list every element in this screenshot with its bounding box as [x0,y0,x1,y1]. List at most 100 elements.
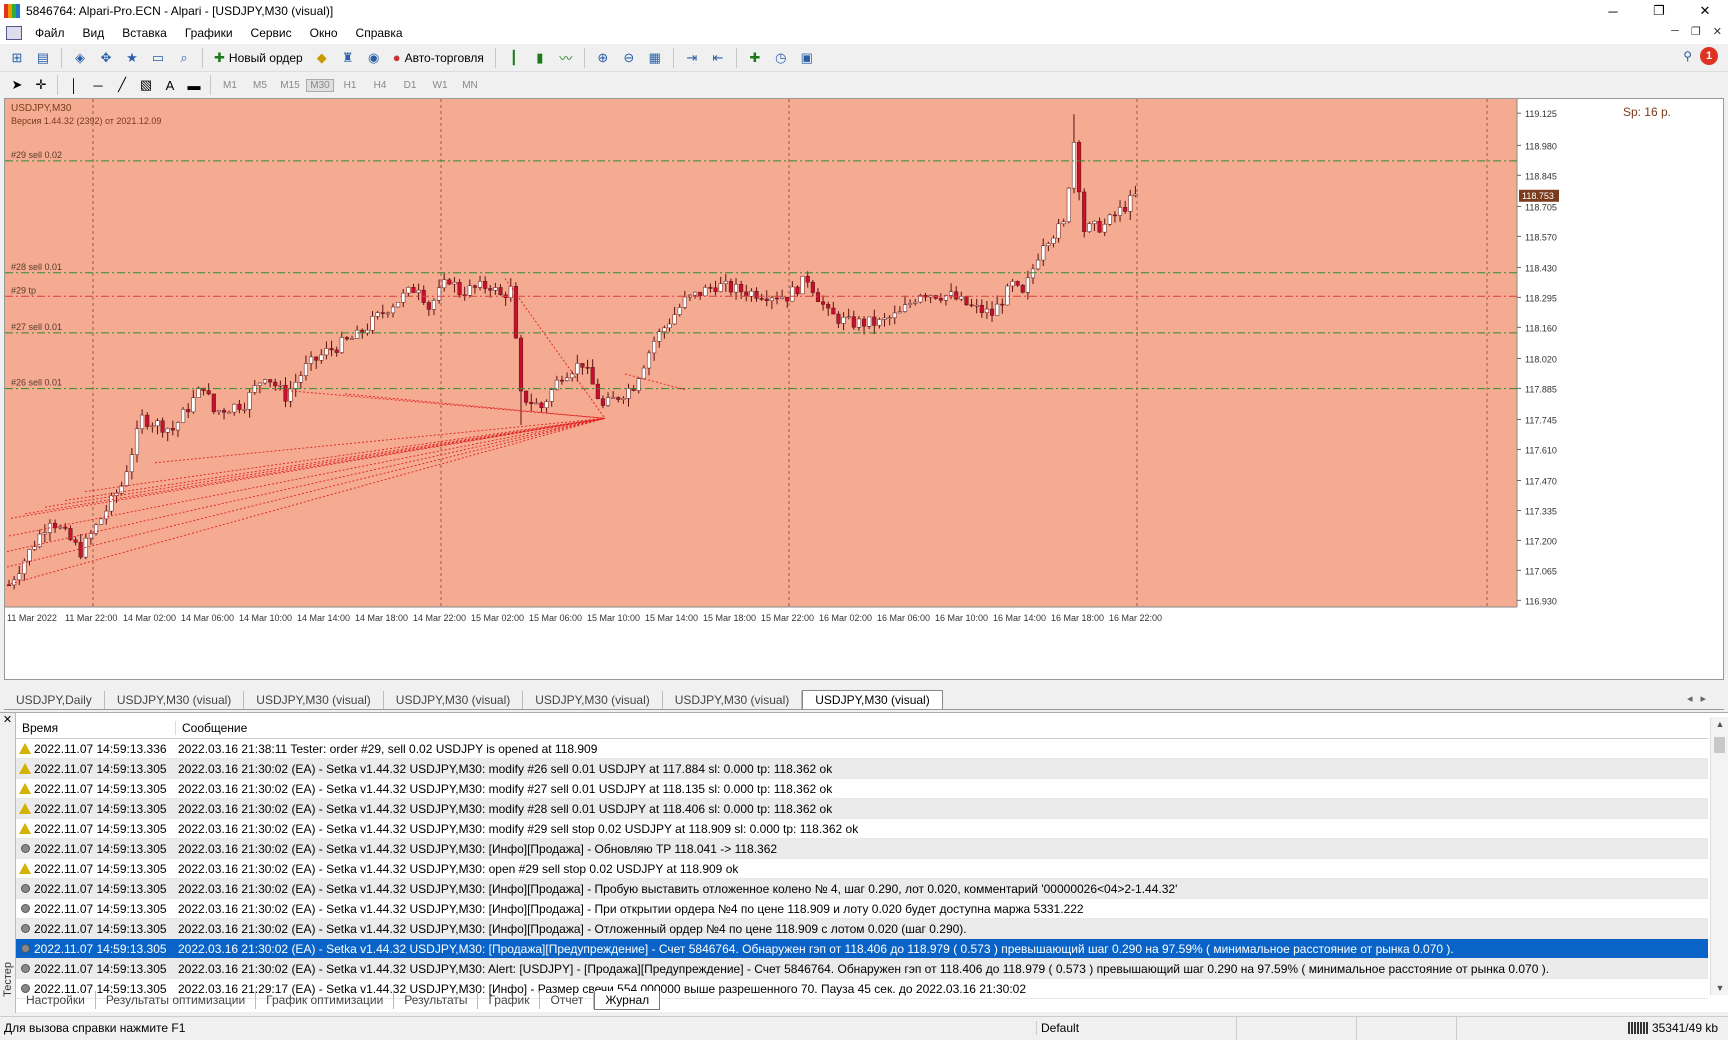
line-chart-icon[interactable]: 〰 [559,51,573,66]
mdi-minimize-button[interactable]: ─ [1671,25,1679,37]
terminal-icon[interactable]: ▭ [151,49,165,65]
column-message[interactable]: Сообщение [182,720,248,735]
journal-scrollbar[interactable]: ▲ ▼ [1710,717,1728,995]
timeframe-m30[interactable]: M30 [306,78,334,92]
close-button[interactable]: ✕ [1699,3,1711,18]
auto-trading-button[interactable]: ● Авто-торговля [389,47,488,69]
vps-icon[interactable]: ◉ [368,49,380,65]
tab-results[interactable]: Результаты [394,991,479,1009]
journal-row[interactable]: 2022.11.07 14:59:13.305 2022.03.16 21:30:… [16,959,1708,979]
timeframe-mn[interactable]: MN [462,79,478,91]
mdi-window-icon[interactable] [6,26,22,40]
menu-file[interactable]: Файл [35,26,65,40]
maximize-button[interactable]: ❐ [1653,3,1665,18]
tile-windows-icon[interactable]: ▦ [648,49,661,65]
journal-row[interactable]: 2022.11.07 14:59:13.336 2022.03.16 21:38:… [16,739,1708,759]
timeframe-w1[interactable]: W1 [432,79,448,91]
periods-icon[interactable]: ◷ [775,49,787,65]
price-chart-window[interactable]: 119.125 118.980 118.845 118.705 118.570 118.4… [4,98,1724,680]
navigator-icon[interactable]: ★ [126,49,138,65]
journal-row[interactable]: 2022.11.07 14:59:13.305 2022.03.16 21:30:… [16,859,1708,879]
vertical-line-icon[interactable]: │ [69,77,79,93]
menu-insert[interactable]: Вставка [122,26,167,40]
timeframe-h4[interactable]: H4 [373,79,387,91]
strategy-tester-icon[interactable]: ⌕ [180,49,188,65]
zoom-out-icon[interactable]: ⊖ [623,49,635,65]
menu-view[interactable]: Вид [82,26,105,40]
menu-tools[interactable]: Сервис [250,26,292,40]
journal-row[interactable]: 2022.11.07 14:59:13.305 2022.03.16 21:30:… [16,819,1708,839]
indicators-icon[interactable]: ✚ [749,49,761,65]
new-chart-icon[interactable]: ⊞ [11,49,23,65]
journal-row[interactable]: 2022.11.07 14:59:13.305 2022.03.16 21:30:… [16,879,1708,899]
profiles-icon[interactable]: ▤ [36,49,50,65]
chart-tab[interactable]: USDJPY,M30 (visual) [523,691,663,709]
mdi-close-button[interactable]: ✕ [1712,26,1722,38]
crosshair-icon[interactable]: ✛ [35,77,47,92]
time-tick-label: 16 Mar 18:00 [1051,613,1104,623]
metaeditor-icon[interactable]: ◆ [316,49,327,65]
order-level-label: #26 sell 0.01 [11,378,62,388]
tab-settings[interactable]: Настройки [16,991,96,1009]
scroll-thumb[interactable] [1714,737,1725,753]
minimize-button[interactable]: ─ [1608,3,1618,19]
label-icon[interactable]: ▬ [187,77,201,93]
timeframe-d1[interactable]: D1 [403,79,417,91]
new-order-button[interactable]: ✚ Новый ордер [210,47,307,69]
tab-journal[interactable]: Журнал [594,991,661,1010]
bar-chart-icon[interactable]: ┃ [509,49,518,65]
menu-window[interactable]: Окно [309,26,338,40]
chart-shift-icon[interactable]: ⇤ [712,49,724,65]
chart-tab[interactable]: USDJPY,M30 (visual) [105,691,245,709]
tab-report[interactable]: Отчет [540,991,595,1009]
data-window-icon[interactable]: ✥ [100,49,112,65]
tab-scroll-arrows[interactable]: ◂▸ [1686,693,1714,705]
horizontal-line-icon[interactable]: ─ [93,77,103,93]
journal-row[interactable]: 2022.11.07 14:59:13.305 2022.03.16 21:30:… [16,759,1708,779]
mdi-restore-button[interactable]: ❐ [1690,26,1701,38]
templates-icon[interactable]: ▣ [800,49,813,65]
menu-charts[interactable]: Графики [184,26,233,40]
channel-icon[interactable]: ▧ [139,77,153,92]
journal-row[interactable]: 2022.11.07 14:59:13.305 2022.03.16 21:30:… [16,839,1708,859]
scroll-up-icon[interactable]: ▲ [1715,719,1725,729]
text-icon[interactable]: A [165,77,175,93]
search-icon[interactable]: ⚲ [1683,49,1692,63]
chart-tab[interactable]: USDJPY,M30 (visual) [384,691,524,709]
journal-row[interactable]: 2022.11.07 14:59:13.305 2022.03.16 21:30:… [16,779,1708,799]
timeframe-h1[interactable]: H1 [343,79,357,91]
bull-candle [165,428,170,433]
auto-scroll-icon[interactable]: ⇥ [686,49,698,65]
menu-help[interactable]: Справка [355,26,403,40]
tab-optimization-results[interactable]: Результаты оптимизации [96,991,257,1009]
candlestick-chart-icon[interactable]: ▮ [536,49,544,65]
tab-graph[interactable]: График [478,991,541,1009]
market-watch-icon[interactable]: ◈ [75,49,85,65]
notifications-badge[interactable]: 1 [1700,47,1718,65]
price-chart[interactable]: 119.125 118.980 118.845 118.705 118.570 118.4… [5,99,1723,679]
bull-candle [324,348,329,356]
chart-tab[interactable]: USDJPY,M30 (visual) [663,691,803,709]
journal-row[interactable]: 2022.11.07 14:59:13.305 2022.03.16 21:29:… [16,979,1708,999]
chart-tab[interactable]: USDJPY,M30 (visual) [244,691,384,709]
tab-optimization-graph[interactable]: График оптимизации [256,991,395,1009]
bull-candle [416,289,421,293]
journal-message: 2022.03.16 21:30:02 (EA) - Setka v1.44.3… [178,921,967,936]
journal-row[interactable]: 2022.11.07 14:59:13.305 2022.03.16 21:30:… [16,919,1708,939]
zoom-in-icon[interactable]: ⊕ [597,49,609,65]
signals-icon[interactable]: ♜ [341,49,354,65]
close-panel-icon[interactable]: ✕ [2,714,13,726]
cursor-icon[interactable]: ➤ [11,77,23,92]
journal-row[interactable]: 2022.11.07 14:59:13.305 2022.03.16 21:30:… [16,799,1708,819]
journal-row[interactable]: 2022.11.07 14:59:13.305 2022.03.16 21:30:… [16,939,1708,959]
scroll-down-icon[interactable]: ▼ [1715,983,1725,993]
warning-icon [16,783,34,794]
timeframe-m15[interactable]: M15 [280,79,300,91]
timeframe-m1[interactable]: M1 [223,79,237,91]
trendline-icon[interactable]: ╱ [118,77,126,92]
chart-tab[interactable]: USDJPY,Daily [4,691,105,709]
timeframe-m5[interactable]: M5 [253,79,267,91]
chart-tab-active[interactable]: USDJPY,M30 (visual) [802,690,943,709]
column-time[interactable]: Время [16,720,176,735]
journal-row[interactable]: 2022.11.07 14:59:13.305 2022.03.16 21:30:… [16,899,1708,919]
